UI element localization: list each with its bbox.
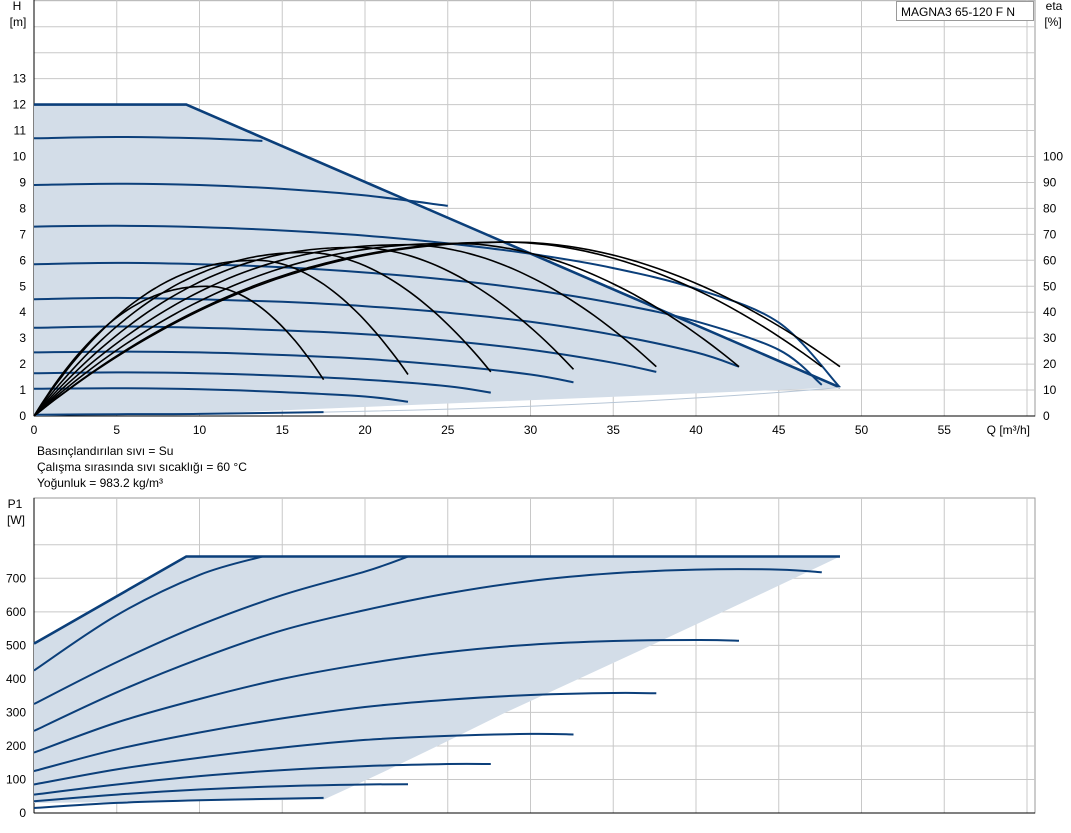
power-curve: [33, 555, 840, 645]
head-curve: [33, 261, 823, 386]
power-y-tick: 200: [6, 739, 26, 753]
eta-y-axis-unit: [%]: [1044, 15, 1061, 29]
eta-y-axis-label: eta: [1046, 0, 1063, 13]
head-y-axis-label: H: [13, 0, 22, 13]
head-curve: [33, 135, 263, 142]
head-y-tick: 1: [19, 383, 26, 397]
head-x-tick: 45: [772, 423, 786, 437]
head-x-tick: 20: [358, 423, 372, 437]
eta-y-tick: 50: [1043, 279, 1057, 293]
head-x-tick: 5: [113, 423, 120, 437]
eta-y-tick: 100: [1043, 150, 1063, 164]
power-curve: [33, 783, 409, 803]
eta-y-tick: 20: [1043, 357, 1057, 371]
head-y-tick: 11: [14, 124, 27, 138]
power-curve: [33, 762, 491, 796]
eta-curve: [33, 246, 575, 417]
head-x-tick: 0: [31, 423, 38, 437]
eta-y-tick: 90: [1043, 175, 1057, 189]
eta-y-tick: 10: [1043, 383, 1057, 397]
head-y-tick: 5: [19, 279, 26, 293]
head-x-tick: 55: [938, 423, 952, 437]
head-y-tick: 10: [13, 150, 27, 164]
density-note: Yoğunluk = 983.2 kg/m³: [37, 476, 163, 490]
power-curve: [33, 638, 740, 754]
head-x-tick: 35: [607, 423, 621, 437]
eta-curve: [33, 242, 740, 417]
eta-y-tick: 80: [1043, 201, 1057, 215]
power-curve: [33, 732, 574, 786]
head-y-tick: 0: [19, 409, 26, 423]
power-curve: [33, 555, 263, 672]
head-curve: [33, 387, 409, 403]
head-y-tick: 6: [19, 253, 26, 267]
head-y-tick: 8: [19, 201, 26, 215]
head-curve: [33, 371, 491, 394]
eta-y-tick: 60: [1043, 253, 1057, 267]
head-y-tick: 2: [19, 357, 26, 371]
head-y-tick: 4: [19, 305, 26, 319]
eta-curve: [33, 285, 325, 417]
power-curve: [33, 691, 657, 773]
head-x-tick: 50: [855, 423, 869, 437]
head-x-tick: 40: [689, 423, 703, 437]
head-y-tick: 13: [13, 72, 27, 86]
power-curve: [33, 796, 324, 809]
power-y-tick: 500: [6, 638, 26, 652]
model-label: MAGNA3 65-120 F N: [896, 1, 1034, 21]
power-y-axis-unit: [W]: [7, 513, 25, 527]
power-curve: [33, 555, 409, 705]
head-envelope: [34, 104, 840, 416]
head-x-axis-label: Q [m³/h]: [987, 423, 1030, 437]
temperature-note: Çalışma sırasında sıvı sıcaklığı = 60 °C: [37, 460, 247, 474]
head-y-axis-unit: [m]: [10, 15, 27, 29]
eta-curve: [33, 251, 492, 417]
head-y-tick: 3: [19, 331, 26, 345]
power-y-tick: 300: [6, 705, 26, 719]
eta-y-tick: 70: [1043, 227, 1057, 241]
head-curve: [33, 411, 324, 416]
power-y-tick: 700: [6, 571, 26, 585]
head-curve: [33, 182, 448, 207]
head-x-tick: 25: [441, 423, 455, 437]
head-envelope-edge: [323, 386, 841, 413]
power-y-tick: 400: [6, 672, 26, 686]
power-envelope: [34, 556, 840, 803]
eta-y-tick: 40: [1043, 305, 1057, 319]
head-y-tick: 12: [13, 98, 27, 112]
head-y-tick: 7: [19, 227, 26, 241]
eta-y-tick: 30: [1043, 331, 1057, 345]
power-y-axis-label: P1: [8, 497, 23, 511]
power-y-tick: 600: [6, 605, 26, 619]
head-curve: [34, 103, 841, 389]
head-x-tick: 15: [276, 423, 290, 437]
head-y-tick: 9: [19, 175, 26, 189]
power-curve: [33, 568, 822, 732]
power-y-tick: 0: [19, 806, 26, 820]
power-y-tick: 100: [6, 772, 26, 786]
head-x-tick: 10: [193, 423, 207, 437]
head-x-tick: 30: [524, 423, 538, 437]
fluid-note: Basınçlandırılan sıvı = Su: [37, 444, 174, 458]
eta-y-tick: 0: [1043, 409, 1050, 423]
